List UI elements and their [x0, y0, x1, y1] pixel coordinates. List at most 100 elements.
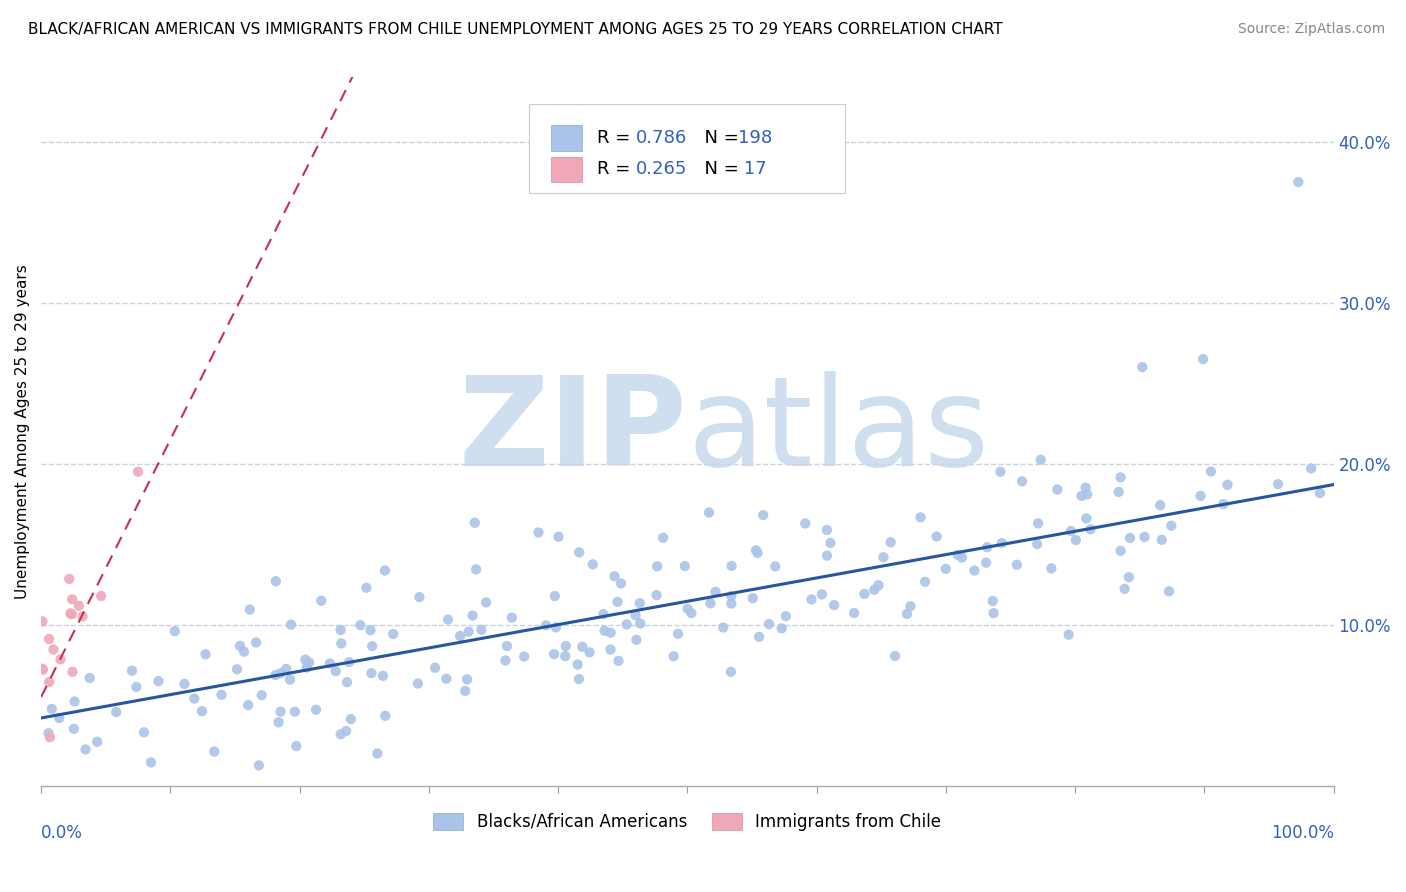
Point: [567, 657, 589, 672]
Point: [1157, 584, 1180, 599]
Point: [298, 656, 321, 670]
Text: 198: 198: [738, 129, 772, 147]
Point: [1040, 561, 1063, 575]
Text: BLACK/AFRICAN AMERICAN VS IMMIGRANTS FROM CHILE UNEMPLOYMENT AMONG AGES 25 TO 29: BLACK/AFRICAN AMERICAN VS IMMIGRANTS FRO…: [28, 22, 1002, 37]
Point: [568, 545, 591, 559]
Point: [1070, 489, 1092, 503]
Point: [981, 594, 1004, 608]
Point: [900, 599, 922, 614]
Point: [607, 654, 630, 668]
Point: [547, 530, 569, 544]
Point: [711, 620, 734, 634]
Point: [280, 617, 302, 632]
Point: [990, 465, 1012, 479]
Point: [1011, 475, 1033, 489]
Point: [1212, 497, 1234, 511]
Point: [758, 617, 780, 632]
Point: [371, 669, 394, 683]
Point: [63, 694, 86, 708]
Point: [1160, 518, 1182, 533]
Point: [226, 662, 249, 676]
Point: [62, 665, 84, 679]
Point: [294, 653, 316, 667]
Point: [408, 590, 430, 604]
Point: [752, 508, 775, 522]
Point: [800, 592, 823, 607]
Point: [63, 722, 86, 736]
Point: [456, 673, 478, 687]
Point: [990, 536, 1012, 550]
Point: [335, 724, 357, 739]
Point: [1108, 484, 1130, 499]
Point: [1109, 544, 1132, 558]
Point: [202, 744, 225, 758]
Point: [38, 675, 60, 690]
Point: [38, 632, 60, 646]
Legend: Blacks/African Americans, Immigrants from Chile: Blacks/African Americans, Immigrants fro…: [426, 805, 948, 838]
Point: [264, 668, 287, 682]
Point: [554, 639, 576, 653]
Point: [645, 588, 668, 602]
Text: R =: R =: [598, 129, 637, 147]
Point: [437, 613, 460, 627]
Point: [811, 587, 834, 601]
Point: [148, 674, 170, 689]
Point: [628, 616, 651, 631]
Point: [356, 581, 378, 595]
Point: [1118, 570, 1140, 584]
Point: [329, 623, 352, 637]
Point: [652, 531, 675, 545]
Point: [250, 688, 273, 702]
Point: [269, 666, 291, 681]
Point: [1149, 498, 1171, 512]
Point: [191, 704, 214, 718]
Point: [274, 662, 297, 676]
Point: [325, 664, 347, 678]
Point: [464, 516, 486, 530]
Point: [1005, 558, 1028, 572]
Point: [720, 558, 742, 573]
Point: [820, 536, 842, 550]
Point: [49, 652, 72, 666]
Point: [863, 582, 886, 597]
Point: [720, 597, 742, 611]
Point: [582, 558, 605, 572]
Point: [610, 576, 633, 591]
Point: [41, 702, 63, 716]
Text: 0.0%: 0.0%: [41, 824, 83, 842]
Point: [1192, 352, 1215, 367]
Point: [58, 572, 80, 586]
Point: [628, 596, 651, 610]
Point: [794, 516, 817, 531]
Point: [361, 639, 384, 653]
Point: [1109, 470, 1132, 484]
Text: 17: 17: [738, 161, 766, 178]
Point: [247, 758, 270, 772]
Point: [127, 465, 149, 479]
Point: [211, 688, 233, 702]
Point: [319, 657, 342, 671]
Point: [748, 630, 770, 644]
Point: [494, 653, 516, 667]
Point: [229, 639, 252, 653]
Point: [60, 607, 83, 622]
Point: [925, 530, 948, 544]
Point: [406, 676, 429, 690]
Point: [775, 609, 797, 624]
Point: [183, 691, 205, 706]
Point: [815, 523, 838, 537]
Point: [90, 589, 112, 603]
Point: [1074, 481, 1097, 495]
Point: [194, 647, 217, 661]
Point: [1060, 524, 1083, 538]
Y-axis label: Unemployment Among Ages 25 to 29 years: Unemployment Among Ages 25 to 29 years: [15, 264, 30, 599]
Point: [39, 731, 62, 745]
Point: [578, 645, 600, 659]
Point: [340, 712, 363, 726]
Point: [330, 636, 353, 650]
Point: [1150, 533, 1173, 547]
Point: [983, 606, 1005, 620]
Point: [32, 663, 55, 677]
Text: R =: R =: [598, 161, 637, 178]
Point: [592, 607, 614, 621]
